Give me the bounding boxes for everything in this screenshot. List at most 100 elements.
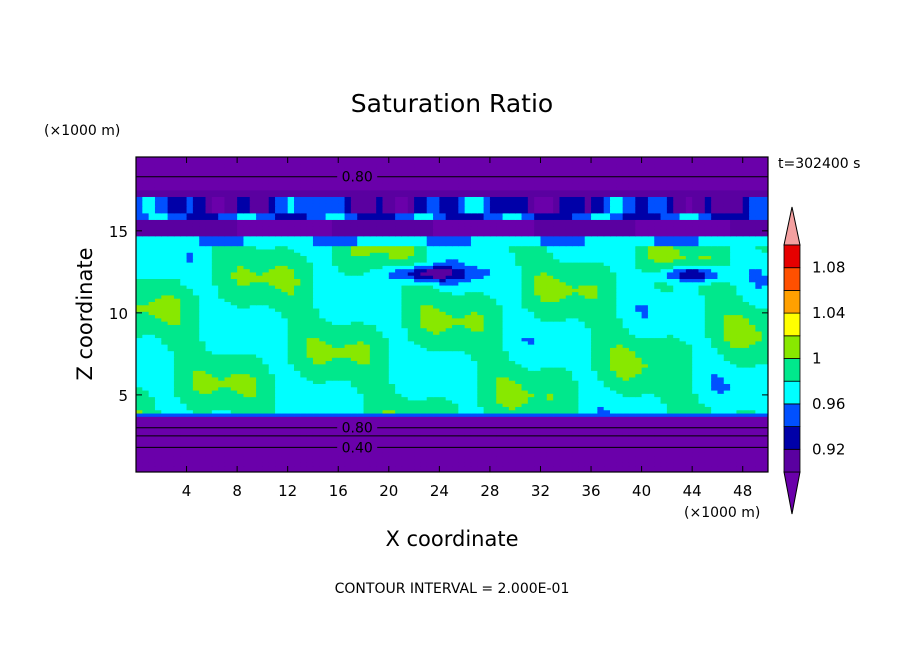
field-cell — [565, 435, 573, 440]
field-cell — [654, 314, 662, 319]
field-cell — [502, 416, 510, 421]
field-cell — [388, 327, 396, 332]
field-cell — [275, 439, 282, 444]
field-cell — [388, 412, 396, 417]
field-cell — [521, 337, 529, 342]
field-cell — [761, 376, 768, 381]
field-cell — [452, 458, 459, 463]
field-cell — [243, 458, 251, 463]
field-cell — [281, 452, 289, 457]
field-cell — [287, 334, 295, 339]
field-cell — [300, 317, 308, 322]
field-cell — [281, 353, 289, 358]
field-cell — [136, 409, 143, 414]
field-cell — [199, 324, 207, 329]
field-cell — [711, 363, 719, 368]
field-cell — [388, 462, 396, 467]
field-cell — [173, 462, 181, 467]
field-cell — [338, 330, 346, 335]
field-cell — [622, 337, 630, 342]
field-cell — [439, 324, 447, 329]
field-cell — [256, 435, 263, 440]
field-cell — [749, 449, 756, 453]
field-cell — [407, 449, 415, 453]
field-cell — [173, 347, 181, 352]
field-cell — [477, 340, 485, 345]
field-cell — [584, 370, 592, 375]
field-cell — [148, 370, 156, 375]
field-cell — [331, 406, 339, 411]
field-cell — [445, 363, 453, 368]
field-cell — [287, 452, 295, 457]
field-cell — [483, 458, 491, 463]
field-cell — [470, 317, 478, 322]
field-cell — [565, 340, 573, 345]
field-cell — [660, 337, 668, 342]
field-cell — [325, 409, 333, 414]
field-cell — [477, 330, 485, 335]
field-cell — [445, 380, 453, 385]
field-cell — [635, 412, 643, 417]
field-cell — [622, 376, 630, 381]
field-cell — [666, 350, 674, 355]
field-cell — [698, 314, 706, 319]
field-cell — [414, 468, 421, 472]
field-cell — [508, 327, 516, 332]
field-cell — [749, 340, 756, 345]
field-cell — [610, 389, 617, 394]
field-cell — [597, 357, 605, 362]
field-cell — [287, 340, 295, 345]
field-cell — [540, 373, 548, 378]
field-cell — [192, 465, 200, 470]
field-cell — [275, 311, 282, 316]
field-cell — [199, 311, 207, 316]
field-cell — [622, 442, 630, 447]
field-cell — [565, 449, 573, 453]
field-cell — [685, 468, 693, 472]
field-cell — [464, 350, 472, 355]
field-cell — [167, 396, 175, 401]
field-cell — [154, 337, 162, 342]
field-cell — [704, 449, 712, 453]
field-cell — [711, 373, 719, 378]
field-cell — [508, 363, 516, 368]
field-cell — [154, 311, 162, 316]
field-cell — [458, 439, 466, 444]
field-cell — [692, 435, 700, 440]
field-cell — [142, 314, 150, 319]
field-cell — [730, 386, 737, 391]
field-cell — [540, 465, 548, 470]
field-cell — [470, 327, 478, 332]
field-cell — [654, 321, 662, 325]
field-cell — [597, 399, 605, 404]
field-cell — [180, 455, 188, 460]
field-cell — [275, 435, 282, 440]
field-cell — [654, 383, 662, 388]
field-cell — [508, 337, 516, 342]
field-cell — [136, 399, 143, 404]
field-cell — [483, 393, 491, 398]
field-cell — [306, 389, 314, 394]
field-cell — [338, 403, 346, 407]
field-cell — [142, 465, 150, 470]
field-cell — [654, 422, 662, 427]
field-cell — [572, 403, 579, 407]
field-cell — [692, 334, 700, 339]
field-cell — [685, 376, 693, 381]
field-cell — [616, 373, 624, 378]
field-cell — [186, 462, 194, 467]
field-cell — [306, 311, 314, 316]
field-cell — [546, 422, 554, 427]
field-cell — [755, 311, 763, 316]
field-cell — [363, 314, 371, 319]
field-cell — [534, 416, 542, 421]
field-cell — [546, 344, 554, 348]
field-cell — [205, 307, 213, 312]
field-cell — [723, 403, 731, 407]
field-cell — [243, 337, 251, 342]
field-cell — [142, 376, 150, 381]
field-cell — [154, 370, 162, 375]
field-cell — [483, 321, 491, 325]
field-cell — [610, 416, 617, 421]
field-cell — [287, 449, 295, 453]
